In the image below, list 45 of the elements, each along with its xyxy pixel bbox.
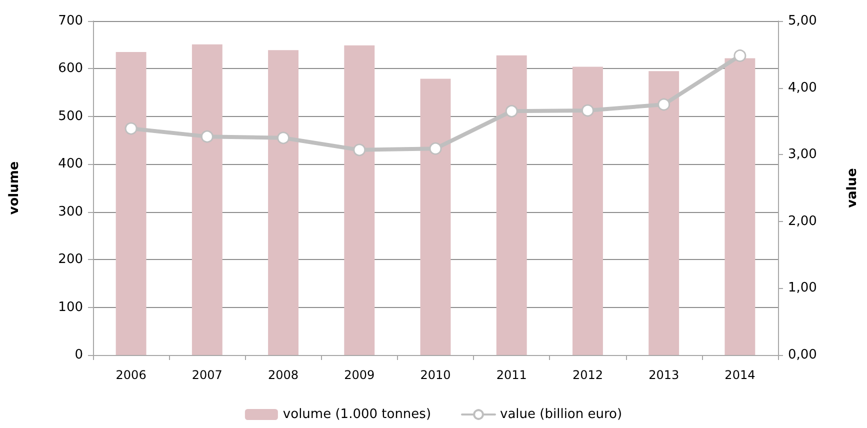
y-tick-label: 400 (58, 156, 83, 172)
x-tick-label: 2014 (724, 368, 756, 382)
x-tick-label: 2008 (268, 368, 299, 382)
y-tick-label: 300 (58, 204, 83, 220)
point (505, 104, 518, 118)
x-tick-label: 2012 (572, 368, 603, 382)
bar (268, 50, 298, 355)
bar (116, 52, 146, 355)
bar (420, 78, 451, 355)
x-tick-label: 2010 (420, 368, 451, 382)
y2-axis-title: value (845, 168, 860, 208)
y2-tick-label: 0,00 (788, 348, 817, 362)
x-tick-label: 2006 (116, 368, 146, 382)
y-tick-label: 600 (58, 61, 83, 76)
bar (344, 45, 375, 355)
y-tick-label: 200 (58, 252, 83, 268)
point (353, 144, 366, 156)
y2-tick-label: 4,00 (788, 80, 817, 96)
bar (648, 71, 680, 355)
y-tick-label: 700 (58, 14, 83, 28)
point (429, 142, 442, 155)
y2-tick-label: 3,00 (788, 147, 817, 162)
bar (572, 66, 603, 355)
bar (496, 55, 527, 355)
y-tick-label: 100 (58, 300, 83, 315)
point (277, 132, 290, 144)
legend-label: volume (1.000 tonnes) (282, 407, 432, 422)
y-tick-label: 0 (74, 348, 83, 362)
y2-tick-label: 5,00 (788, 14, 817, 28)
point (581, 104, 594, 117)
y2-tick-label: 1,00 (788, 280, 817, 296)
x-tick-label: 2011 (496, 368, 527, 382)
x-tick-label: 2007 (192, 368, 222, 382)
y2-tick-label: 2,00 (788, 214, 817, 229)
point (124, 122, 138, 135)
x-tick-label: 2009 (344, 368, 375, 382)
point (734, 49, 746, 62)
y-tick-label: 500 (58, 108, 83, 124)
x-tick-label: 2013 (648, 368, 680, 382)
y-axis-title: volume (7, 161, 22, 215)
point (200, 130, 214, 143)
point (658, 98, 670, 111)
bar (192, 44, 222, 355)
bar (724, 58, 756, 355)
legend-label: value (billion euro) (500, 407, 622, 422)
